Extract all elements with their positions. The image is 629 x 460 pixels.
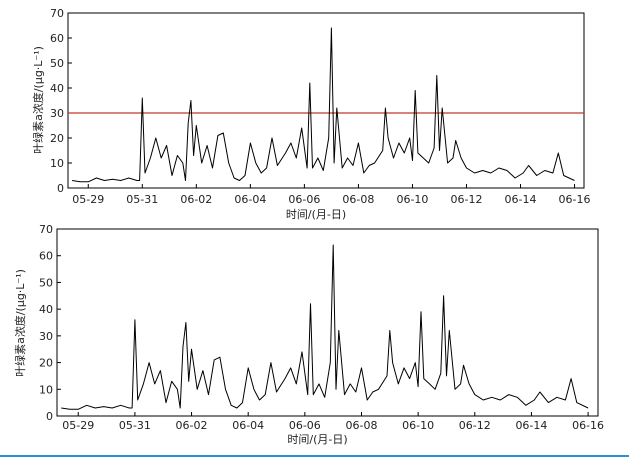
x-tick-label: 06-12: [459, 419, 491, 432]
y-tick-label: 50: [50, 57, 64, 70]
y-tick-label: 70: [50, 7, 64, 20]
x-tick-label: 06-16: [572, 419, 604, 432]
y-tick-label: 30: [50, 107, 64, 120]
x-tick-label: 06-14: [515, 419, 547, 432]
plot-frame: [56, 228, 599, 417]
y-tick-label: 30: [39, 330, 53, 343]
x-tick-label: 06-02: [180, 193, 212, 206]
x-axis-title: 时间/(月-日): [287, 433, 347, 446]
y-tick-label: 40: [39, 303, 53, 316]
x-tick-label: 06-08: [346, 419, 378, 432]
x-tick-label: 06-12: [450, 193, 482, 206]
y-tick-label: 0: [57, 182, 64, 195]
x-tick-label: 06-02: [176, 419, 208, 432]
y-tick-label: 40: [50, 82, 64, 95]
x-tick-label: 06-14: [505, 193, 537, 206]
chart-panel-top: 0 10 20 30 40 50 60 70 05-29 05-31 06-02 06-04 06-06…: [31, 7, 591, 221]
x-tick-label: 06-16: [559, 193, 591, 206]
y-tick-label: 70: [39, 223, 53, 236]
x-tick-label: 06-06: [289, 419, 321, 432]
x-tick-label: 06-06: [288, 193, 320, 206]
y-tick-label: 10: [39, 383, 53, 396]
x-tick-label: 05-29: [72, 193, 104, 206]
x-tick-label: 05-31: [126, 193, 158, 206]
y-tick-label: 20: [50, 132, 64, 145]
chlorophyll-series-line: [72, 27, 575, 183]
x-tick-label: 06-10: [402, 419, 434, 432]
x-tick-label: 05-31: [119, 419, 151, 432]
y-tick-label: 20: [39, 357, 53, 370]
x-tick-label: 05-29: [62, 419, 94, 432]
y-axis-title: 叶绿素a浓度/(μg·L⁻¹): [31, 46, 45, 154]
chlorophyll-series-line: [61, 244, 589, 410]
y-tick-label: 10: [50, 157, 64, 170]
figure-bottom-rule: [0, 455, 629, 457]
chart-panel-bottom: 0 10 20 30 40 50 60 70 05-29 05-31 06-02 06-04 06-06…: [13, 223, 604, 446]
x-axis-title: 时间/(月-日): [286, 208, 346, 221]
x-tick-label: 06-04: [232, 419, 264, 432]
y-tick-label: 60: [39, 250, 53, 263]
x-tick-label: 06-08: [342, 193, 374, 206]
plot-frame: [67, 12, 585, 189]
y-axis-title: 叶绿素a浓度/(μg·L⁻¹): [13, 269, 27, 377]
y-tick-label: 60: [50, 32, 64, 45]
x-tick-label: 06-04: [234, 193, 266, 206]
y-tick-label: 0: [46, 410, 53, 423]
y-tick-label: 50: [39, 276, 53, 289]
x-tick-label: 06-10: [396, 193, 428, 206]
